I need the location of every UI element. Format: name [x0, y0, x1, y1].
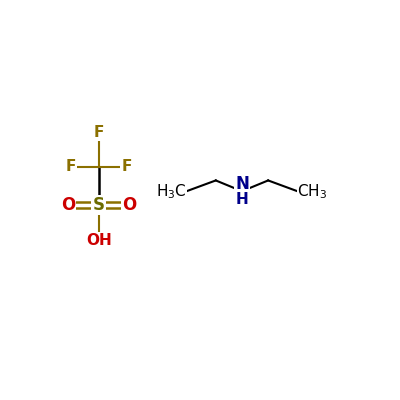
Text: F: F [66, 159, 76, 174]
Text: O: O [61, 196, 75, 214]
Text: H$_3$C: H$_3$C [156, 182, 186, 200]
Text: OH: OH [86, 233, 112, 248]
Text: S: S [93, 196, 105, 214]
Text: N: N [235, 176, 249, 194]
Text: CH$_3$: CH$_3$ [297, 182, 328, 200]
Text: O: O [122, 196, 137, 214]
Text: H: H [236, 192, 248, 207]
Text: F: F [121, 159, 132, 174]
Text: F: F [94, 125, 104, 140]
